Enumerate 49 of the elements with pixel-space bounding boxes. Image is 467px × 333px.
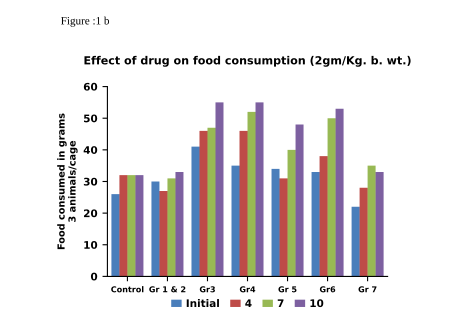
bar <box>127 175 136 276</box>
bar <box>175 172 184 276</box>
bar <box>296 124 304 276</box>
bar <box>111 194 120 276</box>
bar <box>119 175 128 276</box>
text: Figure :1 b <box>61 16 110 27</box>
x-tick-label: Gr3 <box>200 286 215 292</box>
bar <box>256 102 264 276</box>
bar <box>207 128 216 276</box>
bar <box>151 181 160 276</box>
bar <box>336 108 344 276</box>
bar <box>312 172 320 276</box>
y-tick-label: 60 <box>84 82 98 91</box>
legend-label: 4 <box>245 299 252 307</box>
bar <box>376 172 384 276</box>
bar <box>272 168 280 276</box>
bar <box>280 178 288 276</box>
bar <box>368 166 376 276</box>
bar <box>328 118 336 276</box>
bar <box>352 206 360 276</box>
chart-title: Effect of drug on food consumption (2gm/Kg. b. wt.) <box>84 56 411 67</box>
bar <box>360 188 368 276</box>
x-tick-label: Gr4 <box>240 286 256 292</box>
x-tick-label: Control <box>111 286 144 292</box>
y-tick-label: 30 <box>84 178 98 186</box>
bar <box>199 130 208 276</box>
bar <box>232 166 240 276</box>
bar <box>320 156 328 276</box>
y-tick-label: 50 <box>84 114 98 122</box>
legend-label: Initial <box>186 299 219 308</box>
x-tick-label: Gr 5 <box>278 286 296 292</box>
bar <box>248 112 256 276</box>
bar <box>240 130 248 276</box>
legend-label: 10 <box>310 299 324 308</box>
bar <box>288 150 296 276</box>
x-tick-label: Gr 7 <box>358 286 376 292</box>
y-tick-label: 10 <box>84 240 98 249</box>
bar <box>135 175 144 276</box>
bar <box>191 146 200 276</box>
y-tick-label: 40 <box>84 146 98 154</box>
bar <box>167 178 176 276</box>
legend-label: 7 <box>278 299 284 307</box>
x-tick-label: Gr6 <box>320 286 336 292</box>
x-tick-label: Gr 1 & 2 <box>149 286 186 292</box>
y-tick-label: 0 <box>90 272 98 280</box>
bar <box>215 102 224 276</box>
bar <box>159 190 168 276</box>
y-tick-label: 20 <box>84 209 98 218</box>
y-axis-title: Food consumed in grams 3 animals/cage <box>57 113 78 250</box>
